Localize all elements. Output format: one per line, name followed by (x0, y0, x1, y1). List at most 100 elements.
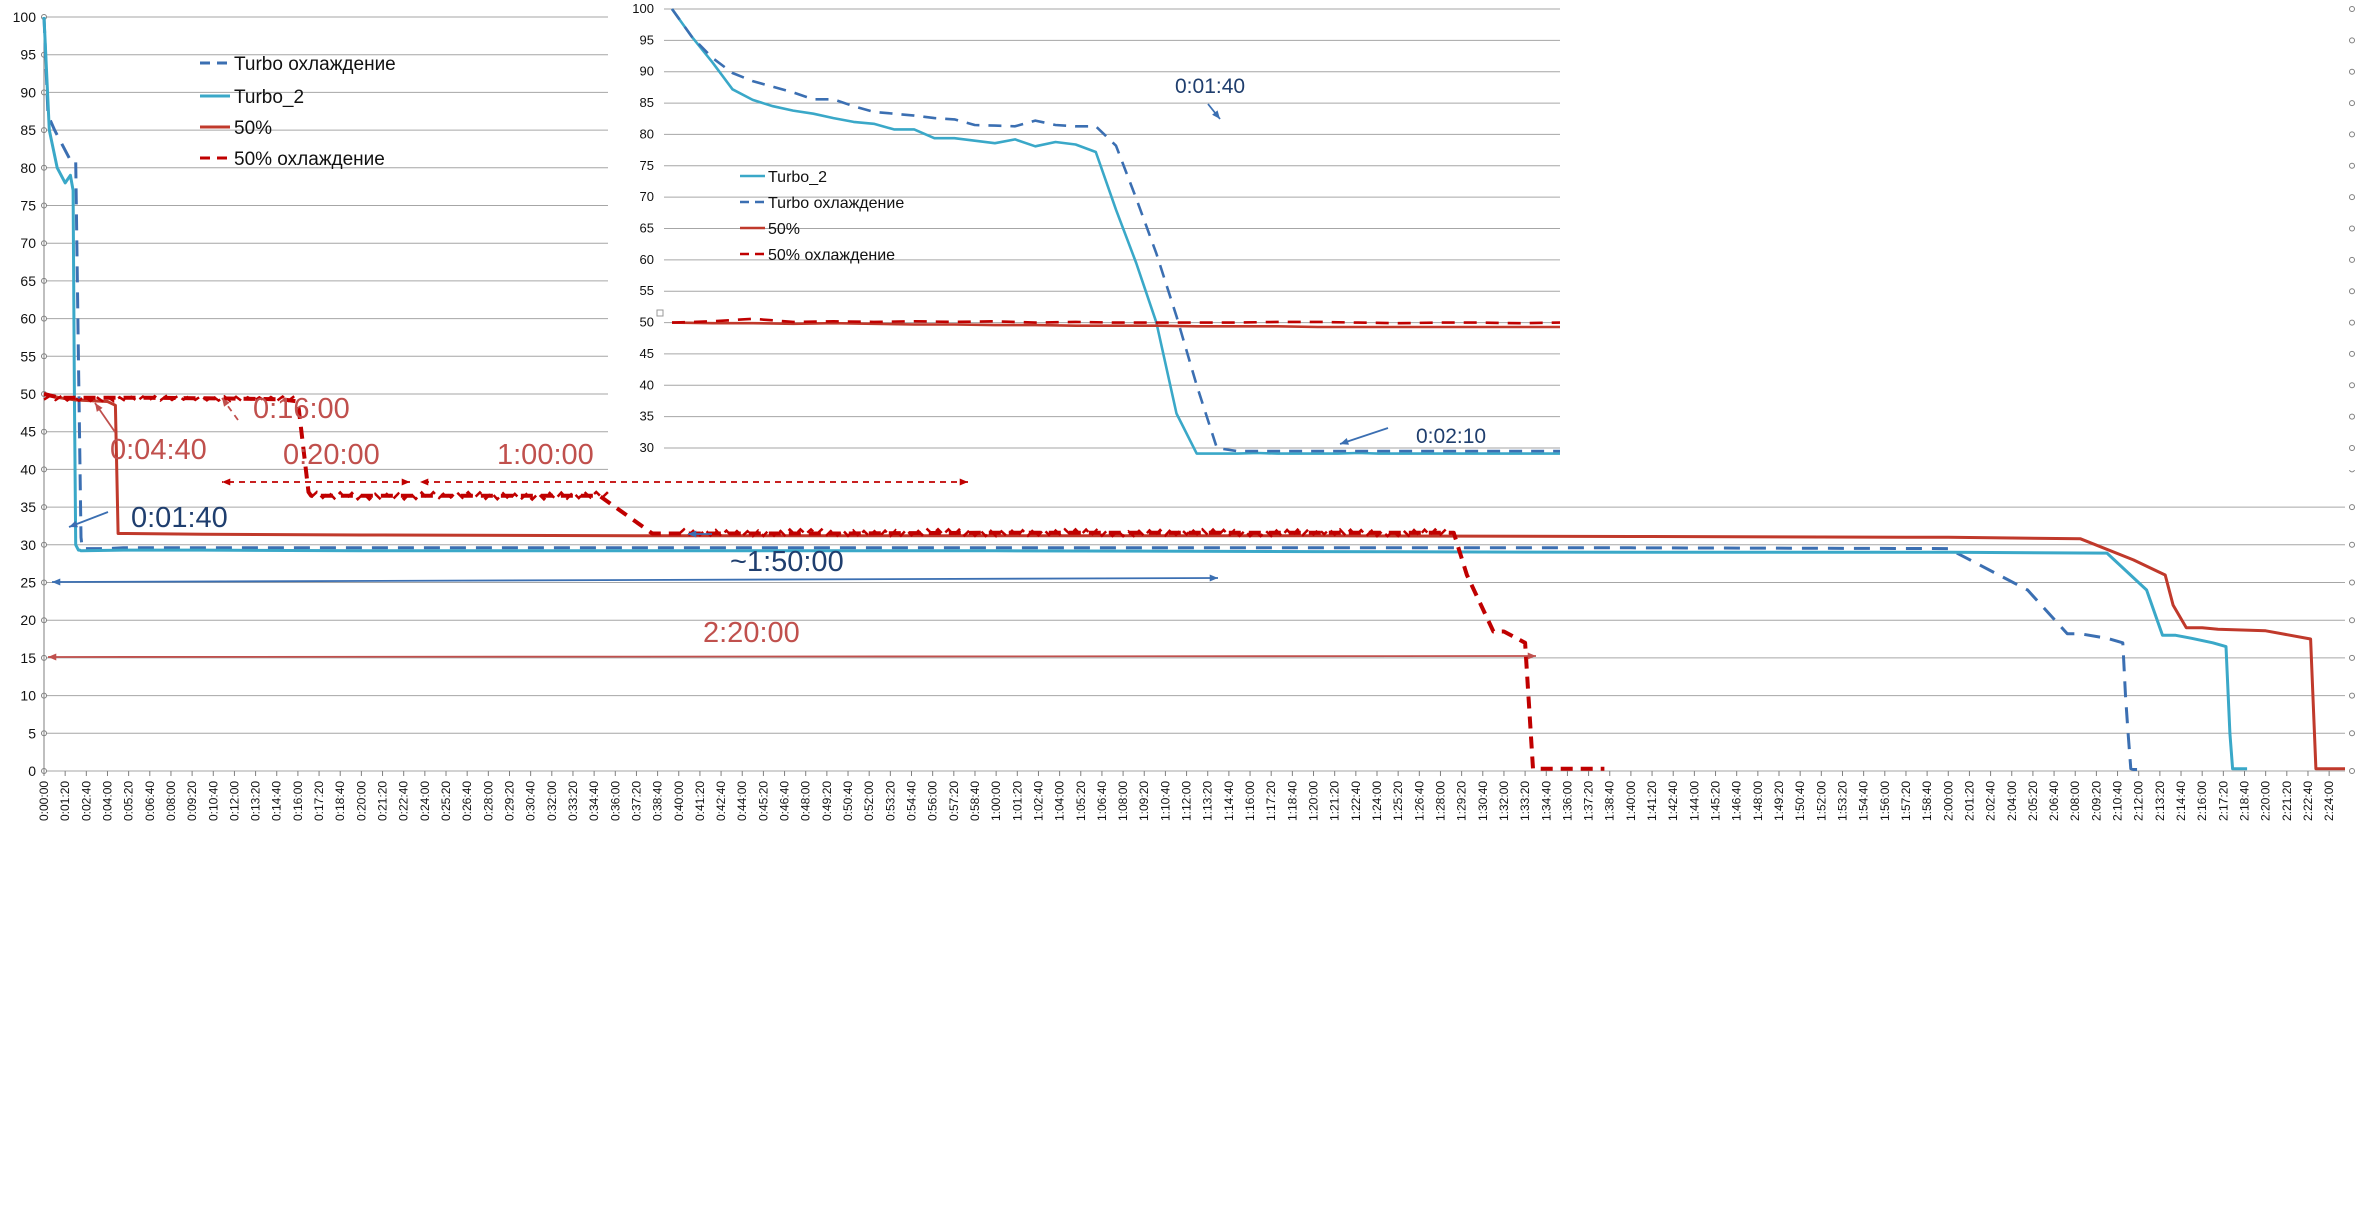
axis-marker (2349, 541, 2355, 548)
x-tick-label: 0:44:00 (735, 781, 749, 821)
arrow-head (420, 478, 429, 486)
x-tick-label: 2:17:20 (2216, 781, 2230, 821)
y-tick-label: 100 (632, 1, 654, 16)
x-tick-label: 1:58:40 (1920, 781, 1934, 821)
axis-marker (2349, 194, 2355, 201)
y-tick-label: 45 (20, 424, 36, 440)
x-tick-label: 1:26:40 (1412, 781, 1426, 821)
legend-label: Turbo_2 (768, 169, 827, 186)
x-tick-label: 0:34:40 (587, 781, 601, 821)
y-tick-label: 100 (13, 9, 37, 25)
arrow-head (222, 478, 231, 486)
x-tick-label: 1:28:00 (1433, 781, 1447, 821)
x-tick-label: 0:17:20 (312, 781, 326, 821)
axis-marker (2349, 445, 2355, 451)
x-tick-label: 1:06:40 (1095, 781, 1109, 821)
x-tick-label: 0:40:00 (672, 781, 686, 821)
legend-label: 50% (768, 221, 800, 238)
x-tick-label: 1:00:00 (989, 781, 1003, 821)
axis-marker (2349, 256, 2355, 263)
x-tick-label: 2:12:00 (2132, 781, 2146, 821)
annotation-label: 0:01:40 (1175, 75, 1245, 98)
legend-label: Turbo_2 (234, 87, 304, 108)
x-tick-label: 1:40:00 (1624, 781, 1638, 821)
x-tick-label: 2:21:20 (2280, 781, 2294, 821)
annotation-arrow (51, 577, 1219, 583)
annotation-label: 0:04:40 (110, 434, 207, 466)
axis-marker (2349, 68, 2355, 75)
series-line-2 (43, 392, 2345, 771)
axis-marker (2349, 768, 2355, 774)
x-tick-label: 0:54:40 (905, 781, 919, 821)
y-tick-label: 80 (20, 160, 36, 176)
x-tick-label: 0:09:20 (185, 781, 199, 821)
x-tick-label: 0:29:20 (502, 781, 516, 821)
x-tick-label: 0:28:00 (481, 781, 495, 821)
x-tick-label: 1:53:20 (1835, 781, 1849, 821)
x-tick-label: 2:02:40 (1984, 781, 1998, 821)
y-tick-label: 60 (20, 311, 36, 327)
axis-marker (2349, 617, 2355, 624)
x-tick-label: 0:05:20 (122, 781, 136, 821)
y-tick-label: 85 (640, 95, 654, 110)
annotation-arrow (1339, 427, 1389, 445)
y-tick-label: 15 (20, 650, 36, 666)
y-tick-label: 90 (20, 84, 36, 100)
arrow-head (959, 478, 968, 486)
arrow-head (1340, 438, 1349, 445)
inset-background (608, 0, 2357, 470)
axis-marker (2349, 579, 2355, 586)
x-tick-label: 0:56:00 (926, 781, 940, 821)
axis-marker (2349, 350, 2355, 357)
x-tick-label: 0:01:20 (58, 781, 72, 821)
axis-marker (2349, 654, 2355, 661)
x-tick-label: 0:45:20 (756, 781, 770, 821)
x-tick-label: 1:41:20 (1645, 781, 1659, 821)
x-tick-label: 0:00:00 (37, 781, 51, 821)
x-tick-label: 1:56:00 (1878, 781, 1892, 821)
arrow-head (52, 578, 61, 586)
x-tick-label: 1:49:20 (1772, 781, 1786, 821)
x-tick-label: 0:04:00 (100, 781, 114, 821)
y-tick-label: 40 (640, 377, 654, 392)
y-tick-label: 5 (28, 725, 36, 741)
x-tick-label: 1:52:00 (1814, 781, 1828, 821)
axis-marker (2349, 162, 2355, 169)
axis-marker (2349, 288, 2355, 295)
x-tick-label: 2:08:00 (2068, 781, 2082, 821)
y-tick-label: 60 (640, 252, 654, 267)
x-tick-label: 0:08:00 (164, 781, 178, 821)
x-tick-label: 1:29:20 (1455, 781, 1469, 821)
x-tick-label: 0:18:40 (333, 781, 347, 821)
x-tick-label: 1:34:40 (1539, 781, 1553, 821)
x-tick-label: 2:14:40 (2174, 781, 2188, 821)
x-tick-label: 1:30:40 (1476, 781, 1490, 821)
axis-marker (2349, 319, 2355, 326)
inset-series-line-1 (670, 8, 1560, 453)
x-tick-label: 0:58:40 (968, 781, 982, 821)
x-tick-label: 0:13:20 (249, 781, 263, 821)
x-tick-label: 0:02:40 (79, 781, 93, 821)
x-tick-label: 1:32:00 (1497, 781, 1511, 821)
x-tick-label: 0:52:00 (862, 781, 876, 821)
y-tick-label: 0 (28, 763, 36, 779)
x-tick-label: 2:09:20 (2089, 781, 2103, 821)
x-tick-label: 1:36:00 (1560, 781, 1574, 821)
x-tick-label: 2:00:00 (1941, 781, 1955, 821)
x-tick-label: 1:14:40 (1222, 781, 1236, 821)
x-tick-label: 1:25:20 (1391, 781, 1405, 821)
x-tick-label: 0:37:20 (629, 781, 643, 821)
x-tick-label: 0:14:40 (270, 781, 284, 821)
axis-marker (2349, 730, 2355, 737)
x-tick-label: 0:24:00 (418, 781, 432, 821)
noise-line (310, 490, 609, 502)
y-tick-label: 70 (20, 235, 36, 251)
x-tick-label: 1:04:00 (1053, 781, 1067, 821)
x-tick-label: 2:04:00 (2005, 781, 2019, 821)
arrow-head (1209, 574, 1218, 582)
x-tick-label: 1:05:20 (1074, 781, 1088, 821)
axis-marker (2349, 6, 2355, 12)
x-tick-label: 0:41:20 (693, 781, 707, 821)
x-tick-label: 1:22:40 (1349, 781, 1363, 821)
